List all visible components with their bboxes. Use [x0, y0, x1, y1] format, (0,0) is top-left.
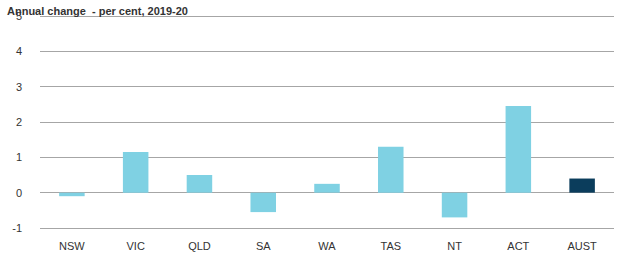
svg-text:SA: SA [256, 240, 271, 252]
svg-text:QLD: QLD [188, 240, 211, 252]
svg-text:AUST: AUST [567, 240, 597, 252]
svg-text:NSW: NSW [59, 240, 85, 252]
svg-text:1: 1 [16, 151, 22, 163]
svg-text:0: 0 [16, 187, 22, 199]
svg-text:2: 2 [16, 116, 22, 128]
svg-text:WA: WA [318, 240, 336, 252]
svg-text:3: 3 [16, 81, 22, 93]
svg-text:ACT: ACT [507, 240, 529, 252]
svg-text:TAS: TAS [380, 240, 401, 252]
svg-text:4: 4 [16, 45, 22, 57]
svg-text:NT: NT [447, 240, 462, 252]
svg-text:Annual change - per cent, 201: Annual change - per cent, 2019-20 [7, 5, 188, 17]
svg-text:VIC: VIC [126, 240, 144, 252]
svg-text:-1: -1 [12, 222, 22, 234]
